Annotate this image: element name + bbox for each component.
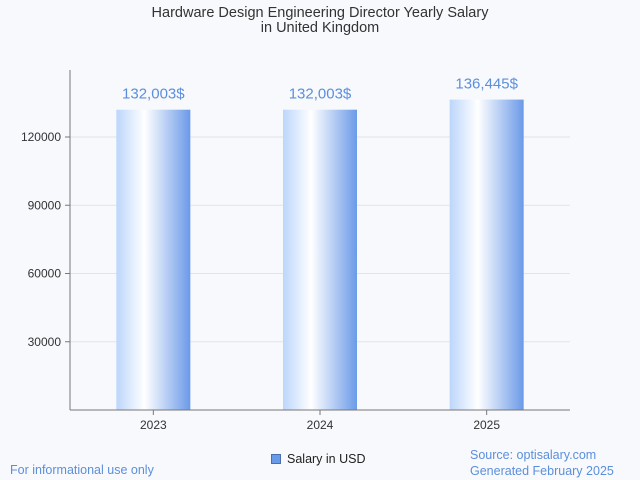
data-label-2024: 132,003$ [289,86,352,103]
chart-title-line-1: Hardware Design Engineering Director Yea… [152,5,490,21]
bar-2025 [449,99,524,411]
data-label-2023: 132,003$ [122,86,185,103]
disclaimer-text: For informational use only [10,463,154,477]
generated-text: Generated February 2025 [470,464,614,478]
legend-swatch-icon [271,454,281,464]
bar-2023 [116,109,191,410]
x-tick-label: 2023 [140,418,167,432]
source-block: Source: optisalary.com Generated Februar… [470,447,614,479]
bar-2024 [283,109,357,410]
x-tick-label: 2025 [473,418,500,432]
chart-title-line-2: in United Kingdom [261,20,380,36]
y-tick-label: 60000 [28,267,62,281]
data-labels: 132,003$ 132,003$ 136,445$ [122,76,519,103]
y-tick-label: 30000 [28,335,62,349]
legend-label: Salary in USD [287,452,366,466]
x-tick-label: 2024 [307,418,334,432]
source-text: Source: optisalary.com [470,448,597,462]
bars [116,99,524,411]
axes: 30000 60000 90000 120000 2023 2024 2025 [21,70,570,432]
y-tick-label: 120000 [21,130,61,144]
legend: Salary in USD [271,452,366,466]
y-tick-label: 90000 [28,198,62,212]
data-label-2025: 136,445$ [455,76,518,93]
